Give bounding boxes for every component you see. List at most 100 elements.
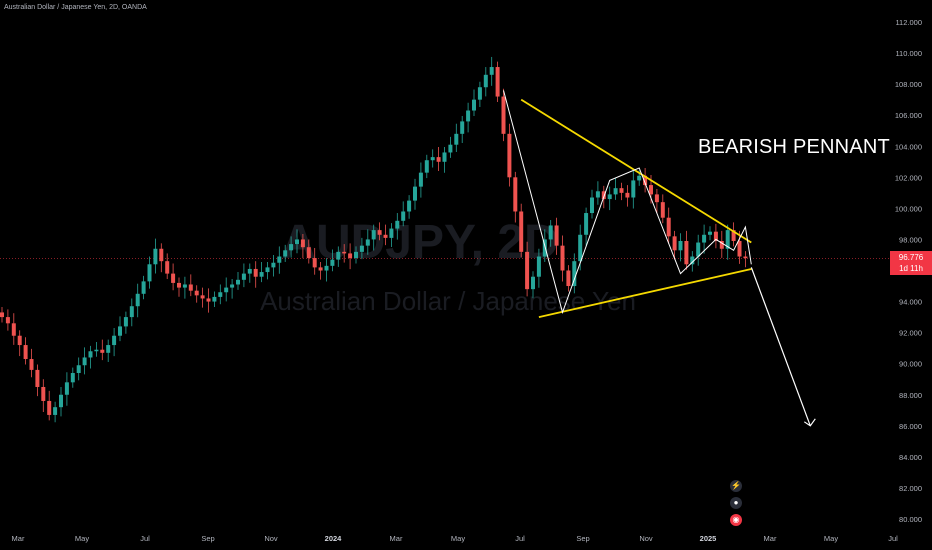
candle-body <box>247 268 252 274</box>
candle-body <box>64 382 69 395</box>
bar-countdown: 1d 11h <box>899 264 923 273</box>
candle-body <box>5 317 10 324</box>
candle-body <box>336 251 341 260</box>
candle-body <box>578 234 583 262</box>
lightning-icon[interactable]: ⚡ <box>730 480 742 492</box>
candle-body <box>182 284 187 288</box>
candle-body <box>566 270 571 287</box>
watermark-ticker: AUDJPY, 2D <box>281 216 558 269</box>
candle-body <box>141 281 146 294</box>
candle-body <box>513 177 518 212</box>
candle-body <box>177 282 181 288</box>
candle-body <box>731 230 736 241</box>
globe-icon[interactable]: ● <box>730 497 742 509</box>
candle-body <box>259 272 264 277</box>
candle-body <box>436 157 441 162</box>
candle-body <box>613 188 618 195</box>
candle-body <box>159 248 164 262</box>
candle-body <box>607 194 612 200</box>
candle-body <box>147 264 152 282</box>
candle-body <box>312 258 317 268</box>
candle-body <box>59 394 63 408</box>
candle-body <box>283 250 288 257</box>
candle-body <box>94 349 99 352</box>
candle-body <box>295 239 299 245</box>
pennant-lower-trendline <box>538 268 752 318</box>
projection-arrowhead <box>803 418 816 427</box>
candle-body <box>696 242 701 257</box>
candle-body <box>466 110 471 122</box>
candle-body <box>554 225 559 246</box>
candle-body <box>631 180 636 198</box>
candle-body <box>690 256 695 265</box>
watermark-name: Australian Dollar / Japanese Yen <box>260 286 636 316</box>
candle-body <box>289 244 294 251</box>
candle-body <box>401 211 406 221</box>
y-tick-label: 84.000 <box>899 453 922 462</box>
candle-body <box>678 240 683 251</box>
x-tick-label: Mar <box>12 534 25 543</box>
candle-body <box>424 160 429 173</box>
candle-body <box>253 268 258 277</box>
candle-body <box>300 239 305 248</box>
y-tick-label: 94.000 <box>899 298 922 307</box>
candle-body <box>442 152 447 162</box>
candle-body <box>129 306 134 318</box>
x-tick-label: May <box>824 534 838 543</box>
candle-body <box>448 144 453 153</box>
candle-body <box>525 251 530 290</box>
candle-body <box>643 175 648 186</box>
candle-body <box>489 67 494 75</box>
x-tick-label: 2024 <box>325 534 343 543</box>
candle-body <box>418 172 423 187</box>
candle-body <box>277 256 282 263</box>
candle-body <box>23 345 28 360</box>
candle-body <box>35 369 40 387</box>
candle-body <box>218 292 223 297</box>
y-tick-label: 98.000 <box>899 235 922 244</box>
candle-body <box>383 234 388 238</box>
x-tick-label: 2025 <box>700 534 717 543</box>
record-icon[interactable]: ◉ <box>730 514 742 526</box>
y-tick-label: 92.000 <box>899 329 922 338</box>
candle-body <box>395 220 400 229</box>
candle-body <box>501 96 506 134</box>
candle-body <box>330 259 335 266</box>
y-tick-label: 104.000 <box>895 142 922 151</box>
candle-body <box>495 67 500 97</box>
candle-body <box>572 261 577 287</box>
candle-body <box>472 99 476 111</box>
candle-body <box>153 248 158 265</box>
pattern-annotation: BEARISH PENNANT <box>698 136 890 158</box>
candle-body <box>236 279 240 285</box>
candle-body <box>725 230 730 249</box>
candle-body <box>477 87 482 100</box>
candle-body <box>306 247 311 259</box>
candle-body <box>654 194 659 203</box>
candle-body <box>672 236 677 251</box>
candle-body <box>17 335 22 346</box>
candle-body <box>165 261 170 274</box>
y-tick-label: 90.000 <box>899 360 922 369</box>
candle-body <box>584 213 589 235</box>
y-tick-label: 106.000 <box>895 111 922 120</box>
y-tick-label: 102.000 <box>895 173 922 182</box>
candle-body <box>413 186 417 201</box>
candle-body <box>542 239 547 257</box>
candle-body <box>206 298 211 302</box>
x-tick-label: Mar <box>764 534 777 543</box>
candle-body <box>112 335 117 346</box>
pennant-upper-trendline <box>520 98 752 244</box>
x-tick-label: Sep <box>201 534 214 543</box>
candle-body <box>460 121 465 134</box>
candle-body <box>0 312 4 318</box>
x-tick-label: Sep <box>576 534 589 543</box>
candle-body <box>171 273 176 283</box>
candle-body <box>53 407 58 415</box>
candle-body <box>560 245 565 271</box>
candle-body <box>590 197 594 214</box>
candle-body <box>41 386 46 401</box>
candle-body <box>194 290 199 296</box>
x-tick-label: May <box>451 534 465 543</box>
